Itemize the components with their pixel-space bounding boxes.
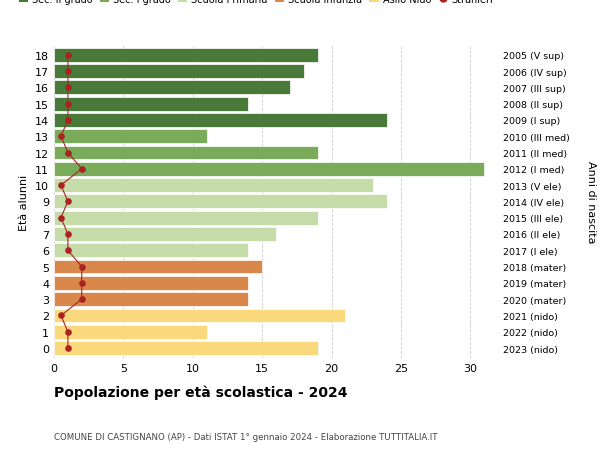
Point [56, 182, 66, 190]
Point [56, 312, 66, 319]
Point [63, 84, 73, 92]
Bar [54, 260, 262, 274]
Y-axis label: Anni di nascita: Anni di nascita [586, 161, 596, 243]
Bar [54, 211, 317, 225]
Bar [54, 130, 206, 144]
Bar [54, 325, 206, 339]
Point [77, 296, 86, 303]
Point [63, 345, 73, 352]
Bar [54, 179, 373, 193]
Point [56, 214, 66, 222]
Bar [54, 65, 304, 79]
Point [63, 231, 73, 238]
Bar [54, 146, 317, 160]
Point [63, 328, 73, 336]
Point [77, 280, 86, 287]
Bar [54, 81, 290, 95]
Point [56, 133, 66, 140]
Bar [54, 309, 346, 323]
Bar [54, 292, 248, 307]
Point [63, 117, 73, 124]
Y-axis label: Età alunni: Età alunni [19, 174, 29, 230]
Bar [54, 97, 248, 112]
Point [63, 247, 73, 254]
Point [63, 101, 73, 108]
Legend: Sec. II grado, Sec. I grado, Scuola Primaria, Scuola Infanzia, Asilo Nido, Stran: Sec. II grado, Sec. I grado, Scuola Prim… [19, 0, 493, 5]
Point [77, 166, 86, 173]
Point [63, 198, 73, 206]
Bar [54, 162, 484, 176]
Point [63, 52, 73, 59]
Bar [54, 114, 387, 128]
Point [63, 150, 73, 157]
Bar [54, 228, 276, 241]
Bar [54, 276, 248, 290]
Bar [54, 244, 248, 257]
Text: Popolazione per età scolastica - 2024: Popolazione per età scolastica - 2024 [54, 385, 347, 399]
Bar [54, 195, 387, 209]
Bar [54, 341, 317, 355]
Point [63, 68, 73, 76]
Text: COMUNE DI CASTIGNANO (AP) - Dati ISTAT 1° gennaio 2024 - Elaborazione TUTTITALIA: COMUNE DI CASTIGNANO (AP) - Dati ISTAT 1… [54, 431, 437, 441]
Bar [54, 49, 317, 62]
Point [77, 263, 86, 271]
